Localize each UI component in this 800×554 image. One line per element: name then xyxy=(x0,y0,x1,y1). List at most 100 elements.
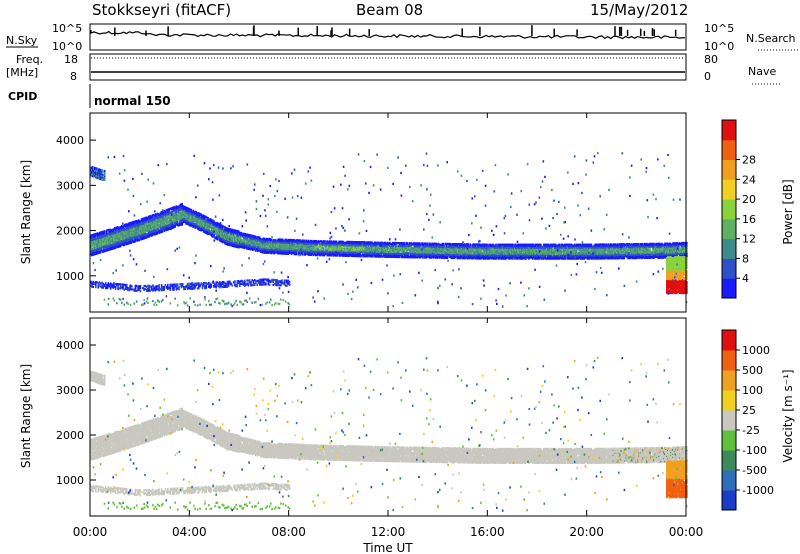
power-echo-cell xyxy=(170,221,173,224)
power-echo-cell xyxy=(136,220,139,223)
power-echo-cell xyxy=(129,236,132,239)
power-echo-cell xyxy=(360,254,362,257)
power-echo-cell xyxy=(156,231,159,234)
power-echo-cell xyxy=(162,211,165,214)
freq-unit-label: [MHz] xyxy=(6,66,38,79)
power-echo-cell xyxy=(146,222,149,225)
power-echo-cell xyxy=(132,220,135,224)
power-echo-cell xyxy=(161,215,164,218)
power-echo-cell xyxy=(178,209,180,212)
power-echo-cell xyxy=(104,248,107,251)
power-echo-cell xyxy=(126,230,129,233)
power-echo-cell xyxy=(171,206,174,210)
power-echo-cell xyxy=(159,215,162,218)
power-echo-cell xyxy=(160,220,163,223)
power-echo-cell xyxy=(176,205,178,209)
power-echo-cell xyxy=(98,239,101,242)
power-echo-cell xyxy=(137,219,140,222)
power-echo-cell xyxy=(118,241,121,244)
power-echo-cell xyxy=(110,243,113,247)
power-echo-cell xyxy=(170,215,173,218)
power-echo-cell xyxy=(96,242,98,245)
power-echo-cell xyxy=(179,203,181,206)
power-echo-cell xyxy=(106,234,109,237)
power-echo-cell xyxy=(166,222,169,225)
power-echo-cell xyxy=(180,216,182,219)
power-echo-cell xyxy=(163,212,166,216)
power-echo-cell xyxy=(129,238,132,241)
power-echo-cell xyxy=(172,206,174,209)
power-echo-cell xyxy=(170,211,173,214)
power-echo-cell xyxy=(134,225,137,228)
power-echo-cell xyxy=(159,228,162,231)
power-echo-cell xyxy=(137,231,140,234)
power-echo-cell xyxy=(139,220,142,223)
power-echo-cell xyxy=(153,220,156,223)
power-echo-cell xyxy=(174,222,176,225)
power-echo-cell xyxy=(157,213,160,216)
power-echo-cell xyxy=(176,222,178,226)
power-echo-cell xyxy=(149,215,152,218)
power-echo-cell xyxy=(136,226,139,229)
power-echo-cell xyxy=(120,230,123,233)
power-echo-cell xyxy=(137,229,140,232)
power-echo-cell xyxy=(176,213,178,217)
power-echo-cell xyxy=(159,224,162,227)
power-echo-cell xyxy=(103,233,106,236)
power-echo-cell xyxy=(99,242,102,245)
power-echo-cell xyxy=(101,230,104,233)
power-echo-cell xyxy=(137,226,140,229)
power-echo-cell xyxy=(101,235,104,238)
power-echo-cell xyxy=(123,227,126,230)
power-echo-cell xyxy=(169,207,172,210)
power-echo-cell xyxy=(157,224,160,227)
power-echo-cell xyxy=(97,232,99,235)
power-echo-cell xyxy=(142,237,145,240)
freq-label: Freq. xyxy=(16,53,43,66)
power-echo-cell xyxy=(144,230,147,233)
power-echo-cell xyxy=(150,215,153,218)
power-echo-cell xyxy=(109,237,112,240)
power-echo-cell xyxy=(178,221,180,224)
power-echo-cell xyxy=(116,226,119,229)
noise-left-tick-top: 10^5 xyxy=(52,22,82,35)
power-echo-cell xyxy=(190,208,192,211)
power-echo-cell xyxy=(100,245,103,248)
power-echo-cell xyxy=(113,227,116,230)
power-echo-cell xyxy=(127,241,130,244)
power-echo-cell xyxy=(164,228,167,231)
power-echo-cell xyxy=(110,229,113,232)
power-echo-cell xyxy=(157,222,160,225)
power-echo-cell xyxy=(90,250,92,253)
power-echo-cell xyxy=(149,221,152,224)
power-echo-cell xyxy=(105,240,108,243)
power-echo-cell xyxy=(144,222,147,225)
power-echo-cell xyxy=(103,230,106,233)
power-echo-cell xyxy=(169,213,172,216)
power-echo-cell xyxy=(181,221,183,225)
power-echo-cell xyxy=(105,245,108,248)
power-echo-cell xyxy=(99,238,102,241)
power-echo-cell xyxy=(149,223,152,226)
power-echo-cell xyxy=(142,217,145,220)
power-echo-cell xyxy=(144,218,147,221)
power-echo-cell xyxy=(112,247,115,250)
power-echo-cell xyxy=(177,223,179,226)
power-echo-cell xyxy=(109,229,112,232)
power-echo-cell xyxy=(372,255,374,258)
power-echo-cell xyxy=(107,234,110,238)
power-echo-cell xyxy=(162,216,165,219)
power-echo-cell xyxy=(154,213,157,216)
power-echo-cell xyxy=(169,225,172,228)
power-echo-cell xyxy=(109,239,112,242)
power-echo-cell xyxy=(160,213,163,216)
power-echo-cell xyxy=(145,216,148,219)
power-echo-cell xyxy=(90,234,92,237)
power-echo-cell xyxy=(114,226,117,229)
power-echo-cell xyxy=(115,226,118,229)
power-echo-cell xyxy=(141,217,144,221)
power-echo-cell xyxy=(165,212,168,215)
power-echo-cell xyxy=(120,236,123,239)
freq-panel: Freq. [MHz] 18 8 80 0 Nave xyxy=(6,53,782,85)
power-echo-cell xyxy=(128,234,131,237)
